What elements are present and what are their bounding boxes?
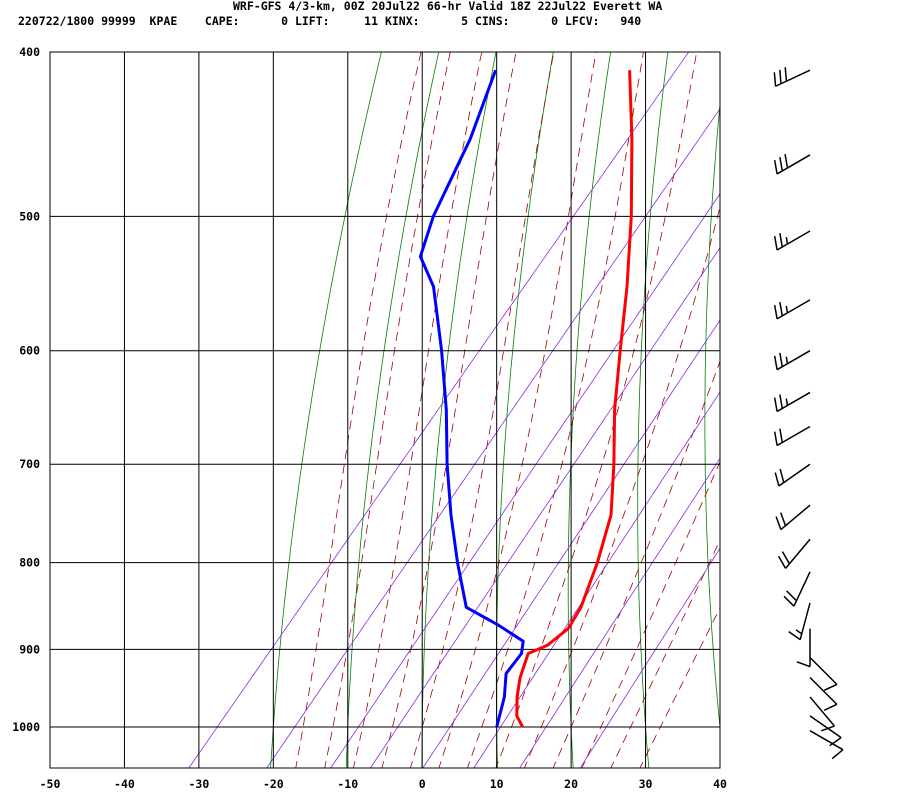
mixing-ratio-line [422,319,720,768]
moist-adiabat [352,52,483,768]
wind-barb [809,715,842,747]
moist-adiabat [324,52,451,768]
chart-title: WRF-GFS 4/3-km, 00Z 20Jul22 66-hr Valid … [233,0,663,13]
wind-barb [809,696,836,732]
dry-adiabat [270,52,382,768]
plot-frame [49,51,721,769]
moist-adiabat [610,539,720,768]
x-tick-label: 20 [564,777,578,791]
wind-barb [773,230,811,251]
dewpoint-trace [418,69,525,728]
x-tick-label: -20 [263,777,284,791]
pressure-tick-label: 700 [19,457,40,471]
station-indices-line: 220722/1800 99999 KPAE CAPE: 0 LIFT: 11 … [18,14,642,28]
dry-adiabat [567,52,612,768]
x-tick-label: 40 [713,777,727,791]
moist-adiabat [523,205,720,768]
dry-adiabat [421,52,497,768]
x-tick-label: -30 [188,777,209,791]
x-tick-label: 30 [639,777,653,791]
wind-barb [773,154,811,175]
x-tick-label: -10 [337,777,358,791]
dry-adiabat [833,14,876,770]
wind-barb [783,571,811,607]
sounding-traces [418,69,634,728]
pressure-tick-label: 900 [19,642,40,656]
x-tick-label: 0 [419,777,426,791]
moist-adiabat [495,52,698,768]
pressure-tick-label: 600 [19,344,40,358]
wind-barb [773,391,811,413]
axis-tick-labels: -50 -40 -30 -20 -10 0 10 20 30 40 400 500 600 700 800 9… [12,45,727,791]
wind-barb [809,656,838,691]
mixing-ratio-line [473,391,720,768]
wind-barb [788,602,811,641]
moist-adiabat [581,460,720,768]
wind-barb [809,730,844,760]
mixing-ratio-line [330,193,720,768]
wind-barb-column [773,67,844,760]
x-tick-label: -40 [114,777,135,791]
x-tick-label: -50 [40,777,61,791]
wind-barb [796,628,811,668]
mixing-ratio-line [188,52,690,768]
wind-barb [773,67,811,87]
dry-adiabat [637,52,669,768]
pressure-tick-label: 400 [19,45,40,59]
mixing-ratio-line [579,547,720,768]
moist-adiabat [295,52,422,768]
mixing-ratio-line [266,108,720,768]
wind-barb [809,676,838,711]
dry-adiabat [894,14,900,770]
temperature-trace [515,70,634,728]
temperature-pressure-grid [50,52,720,768]
wind-barb [773,350,811,371]
pressure-tick-label: 1000 [12,720,40,734]
dry-adiabat [770,14,800,770]
wind-barb [777,538,811,569]
moist-adiabat [381,52,517,768]
moist-adiabat [639,607,720,768]
wind-barb [773,299,811,320]
moist-adiabat [410,52,555,768]
pressure-tick-label: 500 [19,209,40,223]
wind-barb [775,504,811,531]
x-tick-label: 10 [490,777,504,791]
dry-adiabat [345,52,440,768]
wind-barb [773,425,811,447]
pressure-tick-label: 800 [19,556,40,570]
adiabat-lines [188,14,900,770]
mixing-ratio-line [519,457,720,768]
wind-barb [774,463,811,487]
mixing-ratio-line [369,247,720,768]
moist-adiabat [552,360,720,768]
